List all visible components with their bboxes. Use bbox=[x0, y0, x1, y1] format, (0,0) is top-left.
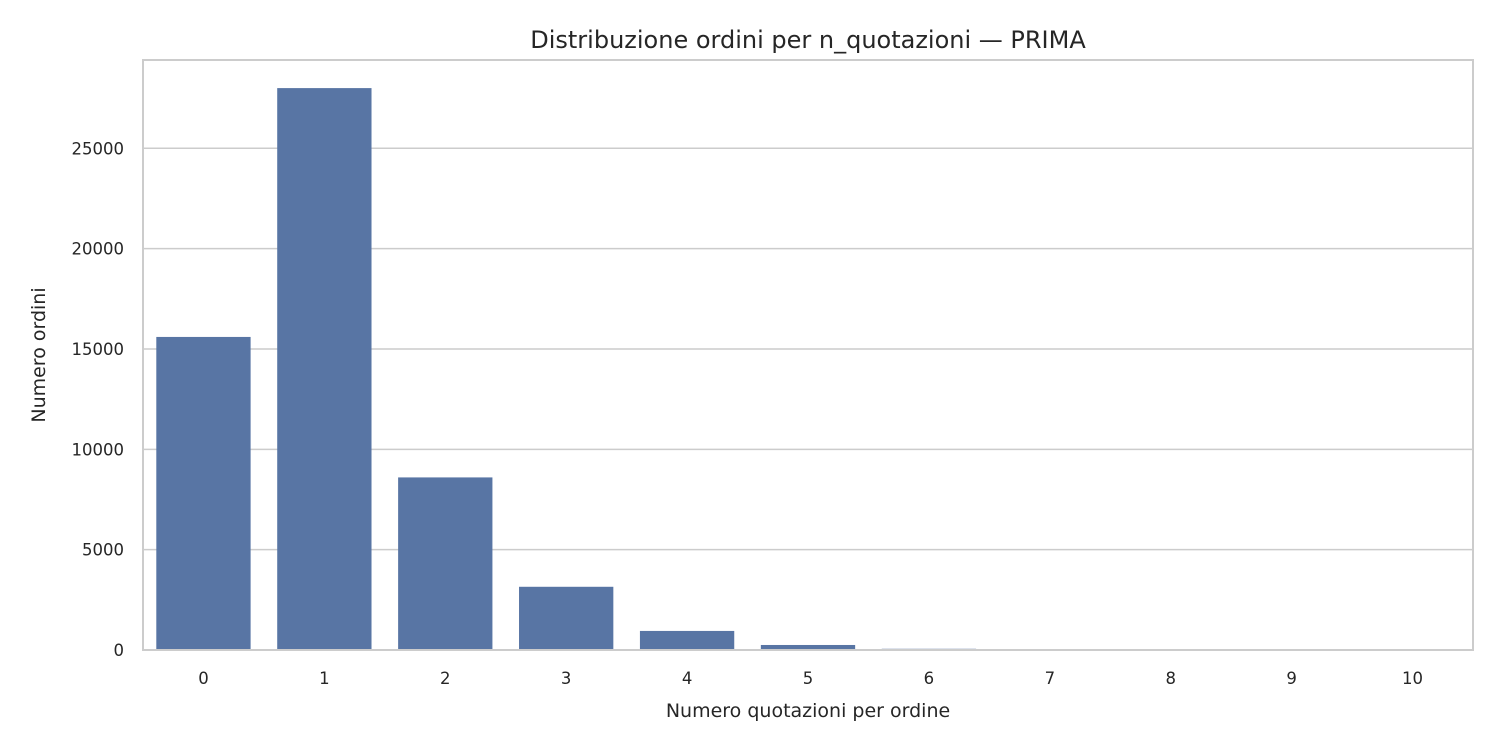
x-tick-label: 6 bbox=[924, 669, 935, 688]
x-axis-label: Numero quotazioni per ordine bbox=[666, 700, 950, 722]
chart-title: Distribuzione ordini per n_quotazioni — … bbox=[530, 26, 1086, 54]
bar bbox=[277, 88, 371, 650]
x-tick-label: 3 bbox=[561, 669, 572, 688]
y-tick-label: 25000 bbox=[72, 139, 125, 158]
y-tick-labels: 0 5000 10000 15000 20000 25000 bbox=[72, 139, 125, 660]
x-tick-label: 7 bbox=[1045, 669, 1056, 688]
y-tick-label: 20000 bbox=[72, 240, 125, 259]
y-tick-label: 15000 bbox=[72, 340, 125, 359]
y-tick-label: 0 bbox=[114, 641, 125, 660]
y-tick-label: 5000 bbox=[82, 541, 124, 560]
x-tick-label: 8 bbox=[1165, 669, 1176, 688]
x-tick-label: 5 bbox=[803, 669, 814, 688]
y-axis-label: Numero ordini bbox=[28, 287, 50, 422]
bar bbox=[156, 337, 250, 650]
x-tick-label: 4 bbox=[682, 669, 693, 688]
x-tick-label: 0 bbox=[198, 669, 209, 688]
bar bbox=[640, 631, 734, 650]
y-tick-label: 10000 bbox=[72, 440, 125, 459]
bar bbox=[519, 587, 613, 650]
bars bbox=[156, 88, 1459, 650]
x-tick-label: 9 bbox=[1286, 669, 1297, 688]
x-tick-label: 1 bbox=[319, 669, 330, 688]
x-tick-label: 10 bbox=[1402, 669, 1423, 688]
bar bbox=[398, 477, 492, 650]
x-tick-labels: 0 1 2 3 4 5 6 7 8 9 10 bbox=[198, 669, 1423, 688]
x-tick-label: 2 bbox=[440, 669, 451, 688]
